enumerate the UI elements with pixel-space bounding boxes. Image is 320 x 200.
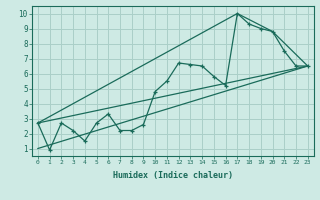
X-axis label: Humidex (Indice chaleur): Humidex (Indice chaleur) xyxy=(113,171,233,180)
